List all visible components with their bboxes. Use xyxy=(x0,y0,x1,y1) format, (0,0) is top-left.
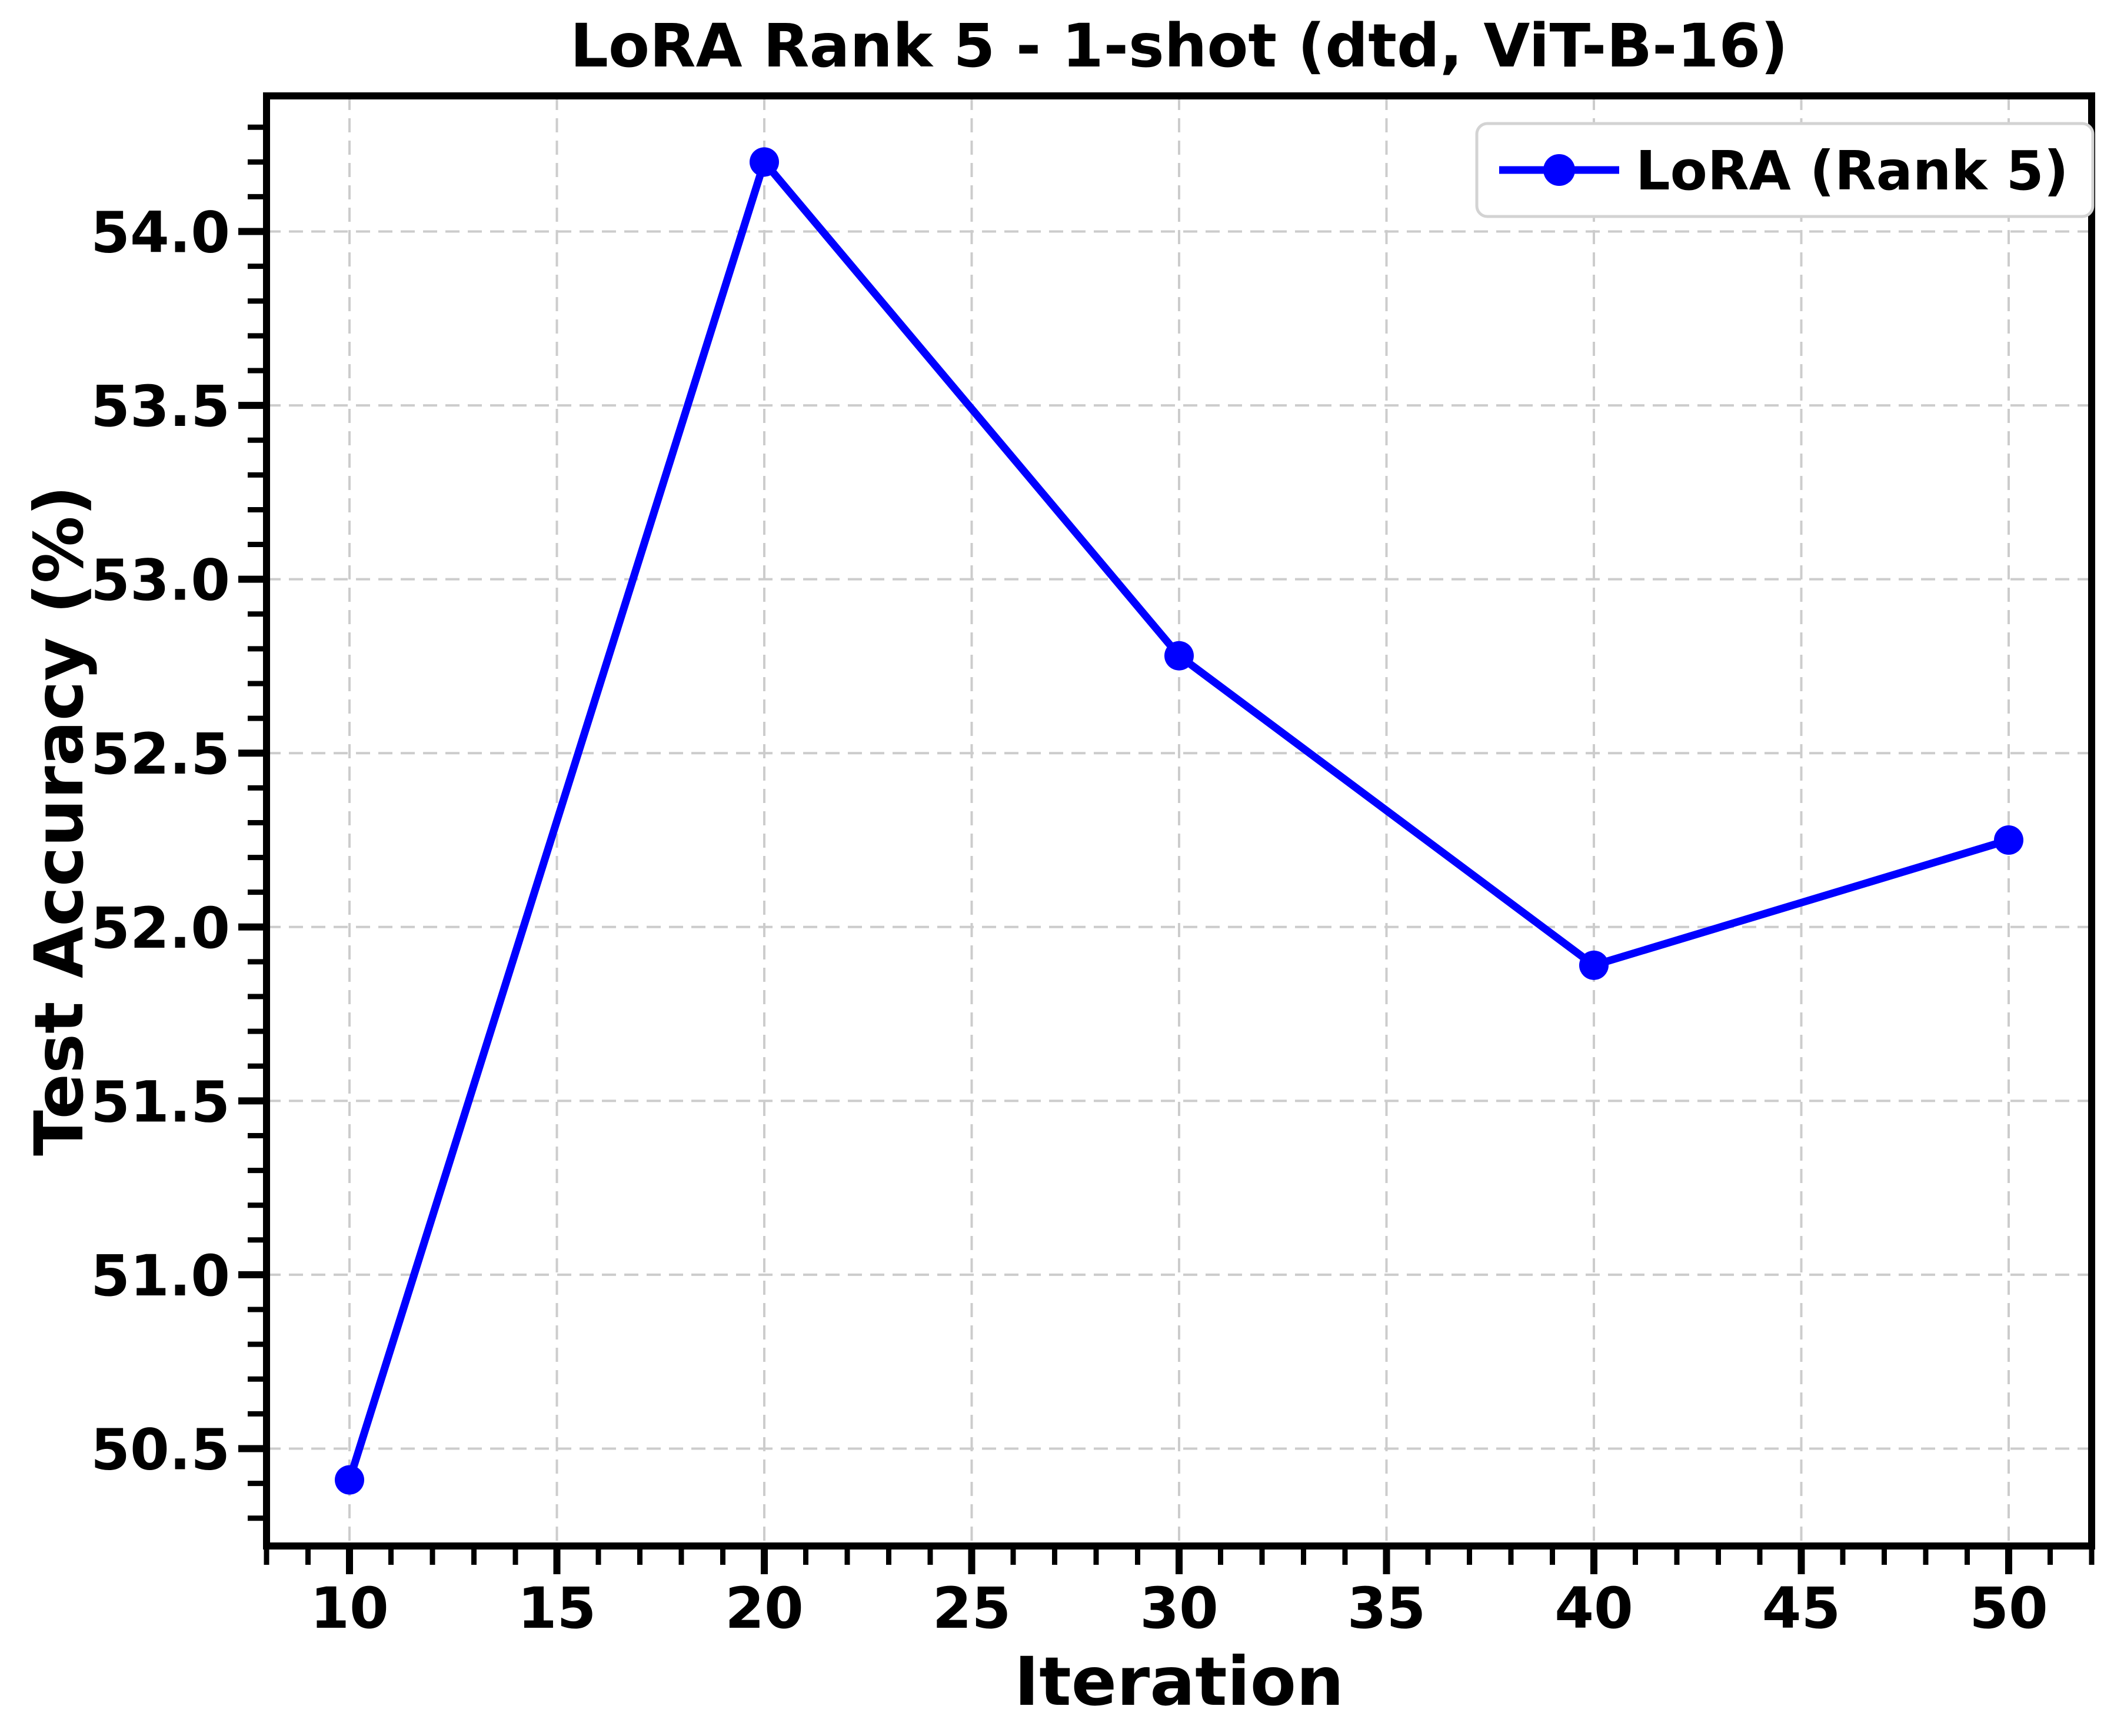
y-tick-label: 53.5 xyxy=(91,374,230,439)
data-point xyxy=(1579,950,1609,980)
x-tick-label: 50 xyxy=(1969,1575,2048,1641)
data-point xyxy=(1994,825,2023,855)
chart-title: LoRA Rank 5 - 1-shot (dtd, ViT-B-16) xyxy=(570,11,1788,81)
x-tick-label: 45 xyxy=(1762,1575,1841,1641)
data-point xyxy=(750,147,779,177)
x-tick-label: 35 xyxy=(1347,1575,1426,1641)
data-point xyxy=(1164,641,1194,671)
axis-layer: 10 15 20 25 30 35 40 45 50 50.5 51.0 51.5 52.0 52.5 53… xyxy=(91,124,2095,1641)
x-tick-label: 20 xyxy=(725,1575,804,1641)
data-point xyxy=(335,1465,364,1495)
x-tick-label: 15 xyxy=(518,1575,597,1641)
data-series-layer xyxy=(335,147,2023,1495)
legend-marker-icon xyxy=(1543,154,1575,186)
legend-entry-label: LoRA (Rank 5) xyxy=(1636,139,2069,202)
y-tick-label: 51.0 xyxy=(91,1243,230,1309)
x-axis-label: Iteration xyxy=(1014,1642,1344,1721)
x-tick-label: 30 xyxy=(1140,1575,1219,1641)
x-tick-label: 10 xyxy=(310,1575,389,1641)
y-tick-label: 53.0 xyxy=(91,548,230,614)
y-tick-label: 54.0 xyxy=(91,200,230,266)
y-tick-label: 52.5 xyxy=(91,721,230,787)
grid-layer xyxy=(267,96,2092,1546)
y-tick-label: 51.5 xyxy=(91,1069,230,1135)
legend-box xyxy=(1475,122,2095,218)
y-tick-label: 52.0 xyxy=(91,895,230,961)
y-axis-label: Test Accuracy (%) xyxy=(20,485,98,1156)
legend: LoRA (Rank 5) xyxy=(1475,122,2095,218)
x-tick-label: 40 xyxy=(1554,1575,1633,1641)
y-tick-label: 50.5 xyxy=(91,1417,230,1482)
x-tick-label: 25 xyxy=(933,1575,1011,1641)
